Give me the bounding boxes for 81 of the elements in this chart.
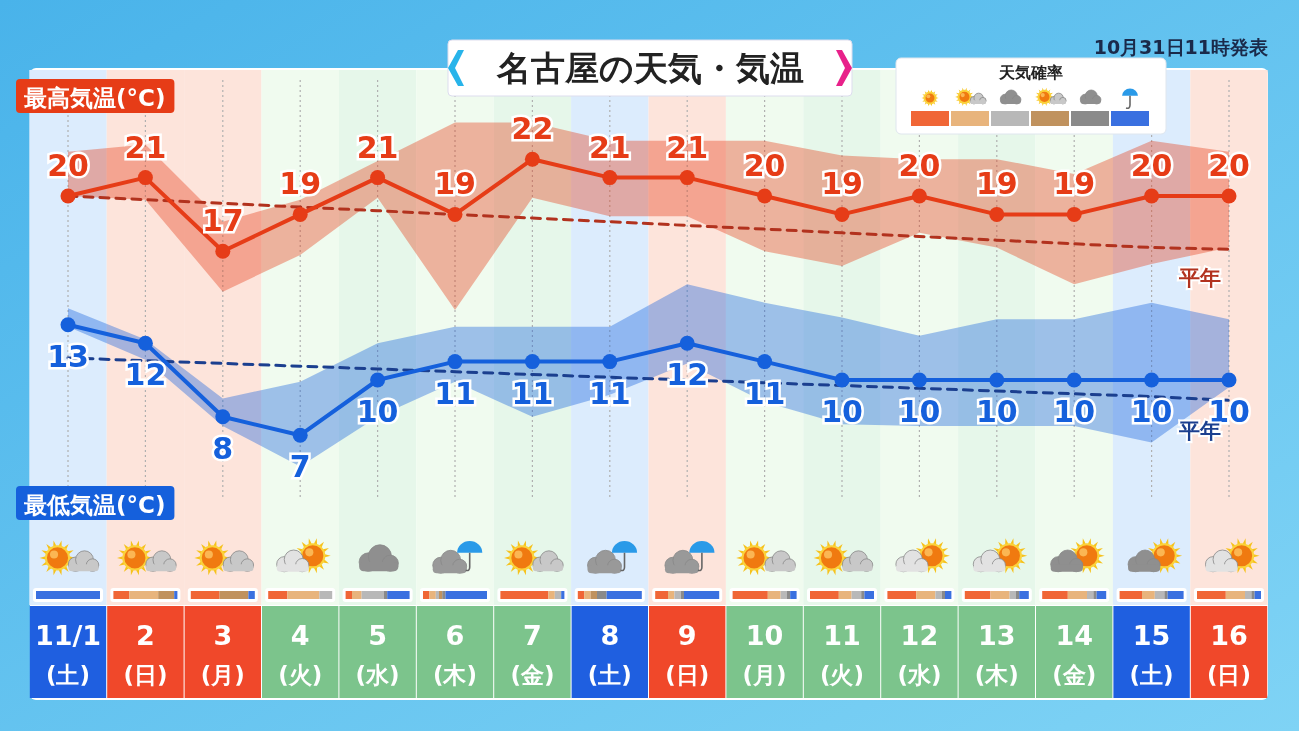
data-label: 22 (511, 111, 554, 147)
data-label: 10 (1130, 394, 1173, 429)
data-label: 11 (588, 375, 631, 411)
text: 最低気温(°C) (23, 492, 166, 518)
point (1144, 372, 1160, 388)
data-label: 13 (47, 338, 89, 374)
data-label: 12 (124, 357, 167, 393)
data-label: 11 (743, 375, 786, 411)
point (911, 188, 927, 204)
category-label: 10 (月) (742, 620, 787, 688)
category-label: 5 (水) (355, 620, 400, 688)
series-label: 平年 (1178, 266, 1221, 291)
point (602, 354, 618, 370)
data-label: 20 (1130, 148, 1173, 183)
point (215, 243, 231, 259)
point (447, 206, 463, 222)
point (834, 206, 850, 222)
point (524, 354, 540, 370)
point (989, 372, 1005, 388)
category-label: 6 (木) (432, 620, 478, 688)
data-label: 21 (666, 129, 709, 165)
category-label: 2 (日) (123, 620, 168, 688)
data-label: 10 (821, 394, 863, 429)
data-label: 7 (289, 449, 311, 485)
data-label: 19 (975, 166, 1018, 202)
point (834, 372, 850, 388)
point (602, 170, 618, 186)
point (137, 170, 153, 186)
point (292, 427, 308, 443)
category-label: 11 (火) (819, 620, 865, 688)
category-label: 15 (土) (1129, 620, 1174, 688)
data-label: 10 (1053, 394, 1096, 429)
data-label: 10 (975, 394, 1018, 429)
data-label: 19 (434, 166, 476, 202)
point (757, 188, 773, 204)
point (370, 372, 386, 388)
data-label: 11 (434, 375, 476, 411)
point (1144, 188, 1160, 204)
data-label: 8 (212, 430, 234, 466)
point (757, 354, 773, 370)
point (679, 170, 695, 186)
data-label: 20 (1208, 148, 1250, 183)
category-label: 13 (木) (974, 620, 1019, 688)
point (524, 151, 540, 167)
point (60, 317, 76, 333)
category-label: 11/1 (土) (34, 620, 102, 688)
data-label: 10 (898, 394, 941, 429)
point (370, 170, 386, 186)
category-label: 12 (水) (897, 620, 942, 688)
data-label: 19 (279, 166, 322, 202)
data-label: 20 (898, 148, 941, 183)
point (679, 335, 695, 351)
category-label: 8 (土) (587, 620, 632, 688)
point (447, 354, 463, 370)
point (137, 335, 153, 351)
text: 10月31日11時発表 (1093, 36, 1269, 58)
point (989, 206, 1005, 222)
point (1066, 372, 1082, 388)
category-label: 9 (日) (665, 620, 710, 688)
category-label: 14 (金) (1052, 620, 1097, 688)
chart-title: 名古屋の天気・気温 (495, 48, 804, 88)
category-label: 7 (金) (510, 620, 555, 688)
data-label: 11 (511, 375, 554, 411)
point (215, 409, 231, 425)
data-label: 19 (821, 166, 863, 202)
point (1221, 188, 1237, 204)
point (911, 372, 927, 388)
text: 最高気温(°C) (23, 85, 166, 111)
category-label: 16 (日) (1206, 620, 1252, 688)
point (1221, 372, 1237, 388)
data-label: 21 (124, 129, 167, 165)
data-label: 21 (588, 129, 631, 165)
point (60, 188, 76, 204)
category-label: 3 (月) (200, 620, 245, 688)
point (292, 206, 308, 222)
data-label: 20 (743, 148, 786, 183)
text: 天気確率 (998, 63, 1063, 82)
category-label: 4 (火) (278, 620, 323, 688)
data-label: 19 (1053, 166, 1096, 202)
point (1066, 206, 1082, 222)
data-label: 21 (356, 129, 399, 165)
